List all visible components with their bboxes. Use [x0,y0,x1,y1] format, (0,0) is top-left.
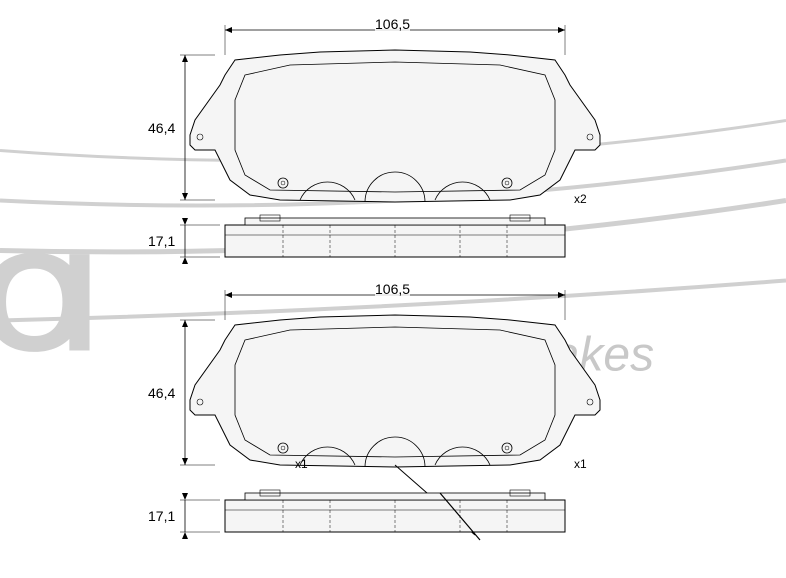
top-width-label: 106,5 [375,16,410,32]
top-pad-face-view [190,50,600,202]
bottom-thickness-label: 17,1 [148,508,175,524]
bottom-qty-label-right: x1 [574,457,587,471]
top-thickness-label: 17,1 [148,233,175,249]
top-qty-label: x2 [574,192,587,206]
bottom-height-label: 46,4 [148,385,175,401]
bottom-qty-label-left: x1 [295,457,308,471]
diagram-container: 106,5 46,4 17,1 x2 106,5 46,4 17,1 x1 x1 [0,0,786,573]
bottom-width-label: 106,5 [375,281,410,297]
bottom-side-view [225,490,565,540]
top-thickness-dimension [180,218,220,264]
bottom-thickness-dimension [180,493,220,539]
top-side-view [225,215,565,257]
top-height-label: 46,4 [148,120,175,136]
